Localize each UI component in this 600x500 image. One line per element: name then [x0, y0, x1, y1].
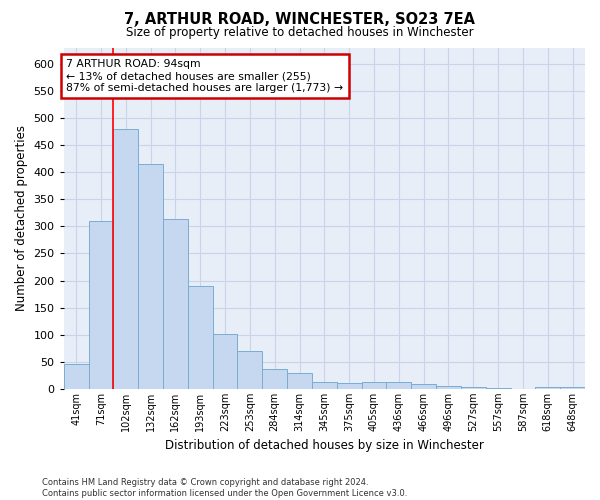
Bar [238, 352, 262, 389]
Bar [535, 386, 560, 389]
Bar [89, 221, 113, 389]
Bar [212, 334, 238, 389]
Bar [386, 382, 411, 389]
X-axis label: Distribution of detached houses by size in Winchester: Distribution of detached houses by size … [165, 440, 484, 452]
Y-axis label: Number of detached properties: Number of detached properties [15, 125, 28, 311]
Bar [436, 386, 461, 389]
Text: Size of property relative to detached houses in Winchester: Size of property relative to detached ho… [126, 26, 474, 39]
Bar [287, 372, 312, 389]
Bar [138, 164, 163, 389]
Bar [337, 383, 362, 389]
Bar [262, 369, 287, 389]
Bar [560, 386, 585, 389]
Text: 7, ARTHUR ROAD, WINCHESTER, SO23 7EA: 7, ARTHUR ROAD, WINCHESTER, SO23 7EA [125, 12, 476, 28]
Text: Contains HM Land Registry data © Crown copyright and database right 2024.
Contai: Contains HM Land Registry data © Crown c… [42, 478, 407, 498]
Bar [411, 384, 436, 389]
Bar [362, 382, 386, 389]
Bar [64, 364, 89, 389]
Text: 7 ARTHUR ROAD: 94sqm
← 13% of detached houses are smaller (255)
87% of semi-deta: 7 ARTHUR ROAD: 94sqm ← 13% of detached h… [66, 60, 343, 92]
Bar [163, 220, 188, 389]
Bar [486, 388, 511, 389]
Bar [113, 129, 138, 389]
Bar [188, 286, 212, 389]
Bar [312, 382, 337, 389]
Bar [461, 386, 486, 389]
